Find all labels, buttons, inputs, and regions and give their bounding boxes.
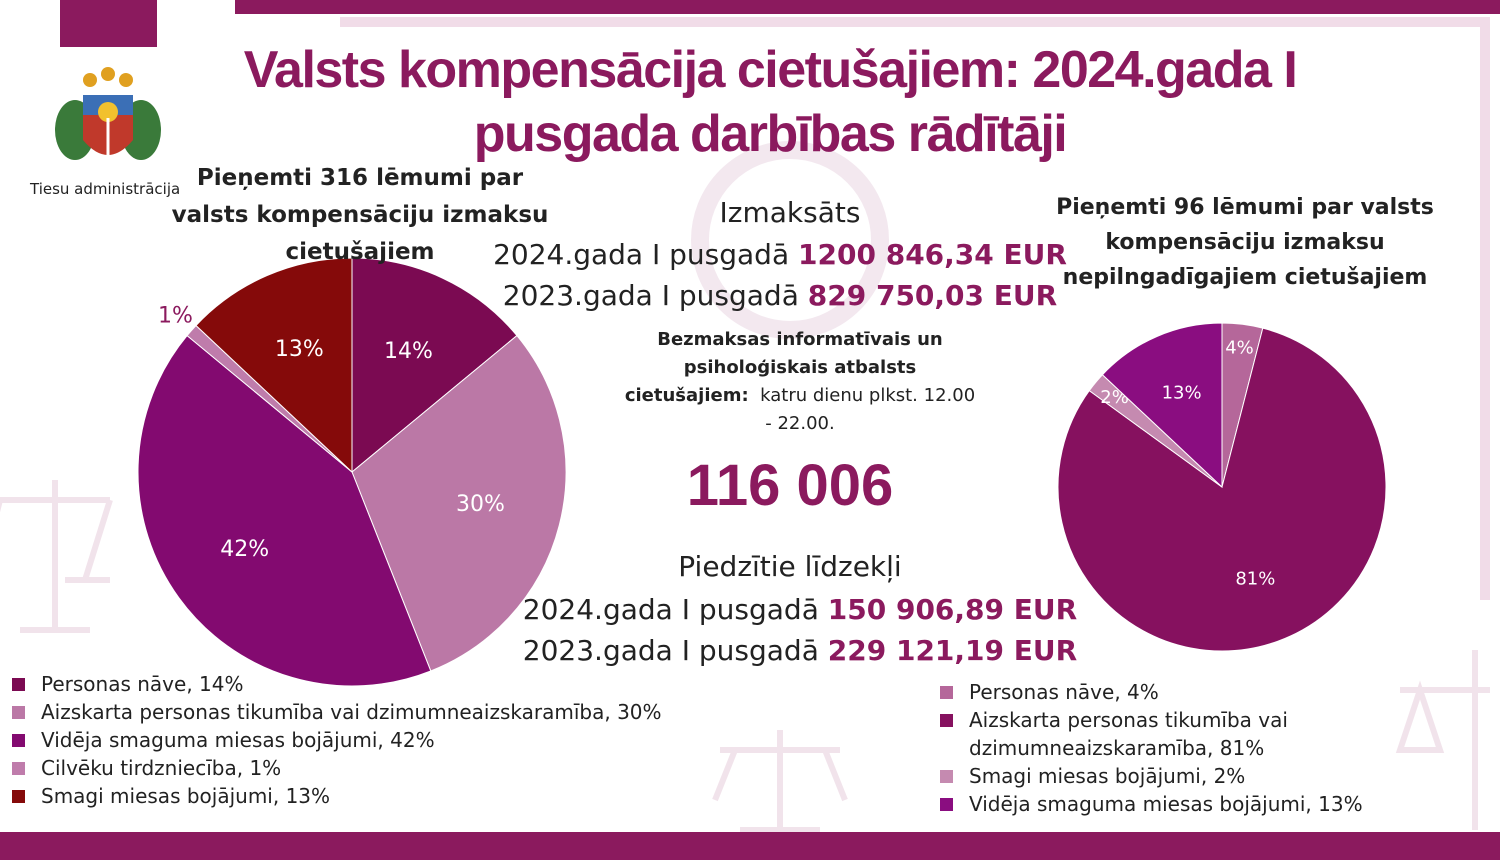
legend-label: Smagi miesas bojājumi, 13% [41,784,331,808]
organization-name: Tiesu administrācija [30,180,181,198]
paid-heading: Izmaksāts [719,196,861,229]
legend-label: Aizskarta personas tikumība vai dzimumne… [969,708,1288,760]
support-bold: Bezmaksas informatīvais un psiholoģiskai… [624,329,943,406]
legend-swatch [940,798,953,811]
amount-value: 829 750,03 EUR [807,279,1058,312]
slice-label: 13% [275,337,324,362]
page-title: Valsts kompensācija cietušajiem: 2024.ga… [243,41,1298,163]
recovered-rows: 2024.gada I pusgadā 150 906,89 EUR 2023.g… [490,589,1110,671]
frame-line [340,17,1490,600]
pie-slice [1057,327,1387,652]
slice-label: 30% [456,492,505,517]
period-label: 2023.gada I pusgadā [522,634,819,667]
legend-item: Smagi miesas bojājumi, 13% [12,782,912,810]
support-note: Bezmaksas informatīvais un psiholoģiskai… [620,326,980,438]
amount-value: 1200 846,34 EUR [798,238,1067,271]
period-label: 2024.gada I pusgadā [522,593,819,626]
decor-euro [691,141,889,339]
legend-swatch [12,734,25,747]
legend-label: Vidēja smaguma miesas bojājumi, 42% [41,728,435,752]
slice-label: 13% [1162,383,1202,404]
slice-label: 81% [1235,569,1275,590]
decor-scales [0,480,1490,833]
corner-block [60,0,157,47]
pie-title: Pieņemti 316 lēmumi par valsts kompensāc… [171,165,549,265]
support-text: katru dienu plkst. 12.00 - 22.00. [760,385,976,434]
legend-label: Personas nāve, 4% [969,680,1159,704]
amount-row: 2024.gada I pusgadā 150 906,89 EUR [490,589,1110,630]
legend-item: Cilvēku tirdzniecība, 1% [12,754,912,782]
pie-slice [351,257,518,474]
legend-swatch [12,790,25,803]
legend-label: Aizskarta personas tikumība vai dzimumne… [41,700,662,724]
phone-number: 116 006 [686,453,894,518]
bottom-bar [0,832,1500,860]
recovered-heading: Piedzītie līdzekļi [678,550,902,583]
amount-row: 2023.gada I pusgadā 229 121,19 EUR [490,630,1110,671]
legend: Personas nāve, 4% Aizskarta personas tiku… [940,678,1380,818]
legend-swatch [940,686,953,699]
legend-item: Vidēja smaguma miesas bojājumi, 42% [12,726,912,754]
legend-item: Aizskarta personas tikumība vai dzimumne… [940,706,1380,762]
amount-value: 229 121,19 EUR [827,634,1078,667]
legend-item: Personas nāve, 14% [12,670,912,698]
slice-label: 4% [1225,338,1254,359]
legend-item: Aizskarta personas tikumība vai dzimumne… [12,698,912,726]
legend-label: Smagi miesas bojājumi, 2% [969,764,1246,788]
pie-title: Pieņemti 96 lēmumi par valsts kompensāci… [1056,195,1434,291]
pie-slice [351,334,567,672]
legend-label: Personas nāve, 14% [41,672,244,696]
legend: Personas nāve, 14% Aizskarta personas tik… [12,670,912,810]
legend-label: Cilvēku tirdzniecība, 1% [41,756,282,780]
legend-swatch [12,706,25,719]
pie-slice [195,257,353,474]
legend-item: Vidēja smaguma miesas bojājumi, 13% [940,790,1380,818]
slice-label: 1% [158,303,193,328]
pie-slice [1101,322,1223,489]
legend-item: Smagi miesas bojājumi, 2% [940,762,1380,790]
legend-swatch [12,762,25,775]
coat-of-arms [55,67,161,160]
amount-value: 150 906,89 EUR [827,593,1078,626]
legend-swatch [940,770,953,783]
slice-label: 14% [384,339,433,364]
period-label: 2023.gada I pusgadā [502,279,799,312]
pie-slice [137,334,432,687]
amount-row: 2024.gada I pusgadā 1200 846,34 EUR [470,234,1090,275]
top-bar [235,0,1500,14]
period-label: 2024.gada I pusgadā [493,238,790,271]
paid-rows: 2024.gada I pusgadā 1200 846,34 EUR 2023.… [470,234,1090,316]
legend-item: Personas nāve, 4% [940,678,1380,706]
amount-row: 2023.gada I pusgadā 829 750,03 EUR [470,275,1090,316]
legend-swatch [12,678,25,691]
legend-swatch [940,714,953,727]
slice-label: 42% [220,537,269,562]
legend-label: Vidēja smaguma miesas bojājumi, 13% [969,792,1363,816]
